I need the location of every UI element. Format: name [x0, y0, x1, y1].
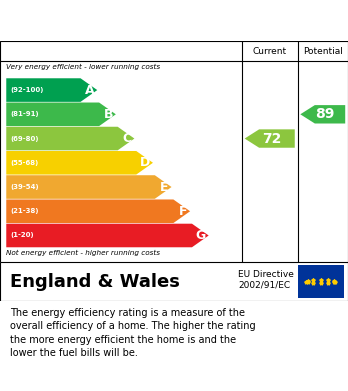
Text: 72: 72	[262, 131, 282, 145]
Polygon shape	[6, 102, 116, 126]
Text: C: C	[122, 132, 132, 145]
Text: E: E	[160, 181, 169, 194]
Text: The energy efficiency rating is a measure of the
overall efficiency of a home. T: The energy efficiency rating is a measur…	[10, 308, 256, 358]
Text: G: G	[196, 229, 206, 242]
Text: Potential: Potential	[303, 47, 343, 56]
Bar	[298, 265, 344, 298]
Text: D: D	[140, 156, 150, 169]
Polygon shape	[300, 105, 345, 124]
Text: (21-38): (21-38)	[10, 208, 39, 214]
Text: EU Directive
2002/91/EC: EU Directive 2002/91/EC	[238, 270, 294, 290]
Polygon shape	[6, 151, 153, 174]
Text: B: B	[104, 108, 113, 121]
Text: A: A	[85, 84, 94, 97]
Polygon shape	[6, 78, 97, 102]
Text: 89: 89	[315, 107, 335, 121]
Text: (55-68): (55-68)	[10, 160, 39, 166]
Text: (69-80): (69-80)	[10, 136, 39, 142]
Text: Very energy efficient - lower running costs: Very energy efficient - lower running co…	[6, 64, 160, 70]
Polygon shape	[6, 199, 190, 223]
Polygon shape	[6, 175, 172, 199]
Text: F: F	[179, 205, 187, 218]
Text: Energy Efficiency Rating: Energy Efficiency Rating	[9, 11, 238, 30]
Text: Current: Current	[253, 47, 287, 56]
Polygon shape	[6, 224, 209, 247]
Polygon shape	[245, 129, 295, 148]
Text: Not energy efficient - higher running costs: Not energy efficient - higher running co…	[6, 250, 160, 256]
Text: (92-100): (92-100)	[10, 87, 44, 93]
Text: (1-20): (1-20)	[10, 233, 34, 239]
Polygon shape	[6, 127, 134, 150]
Text: England & Wales: England & Wales	[10, 273, 180, 291]
Text: (39-54): (39-54)	[10, 184, 39, 190]
Text: (81-91): (81-91)	[10, 111, 39, 117]
